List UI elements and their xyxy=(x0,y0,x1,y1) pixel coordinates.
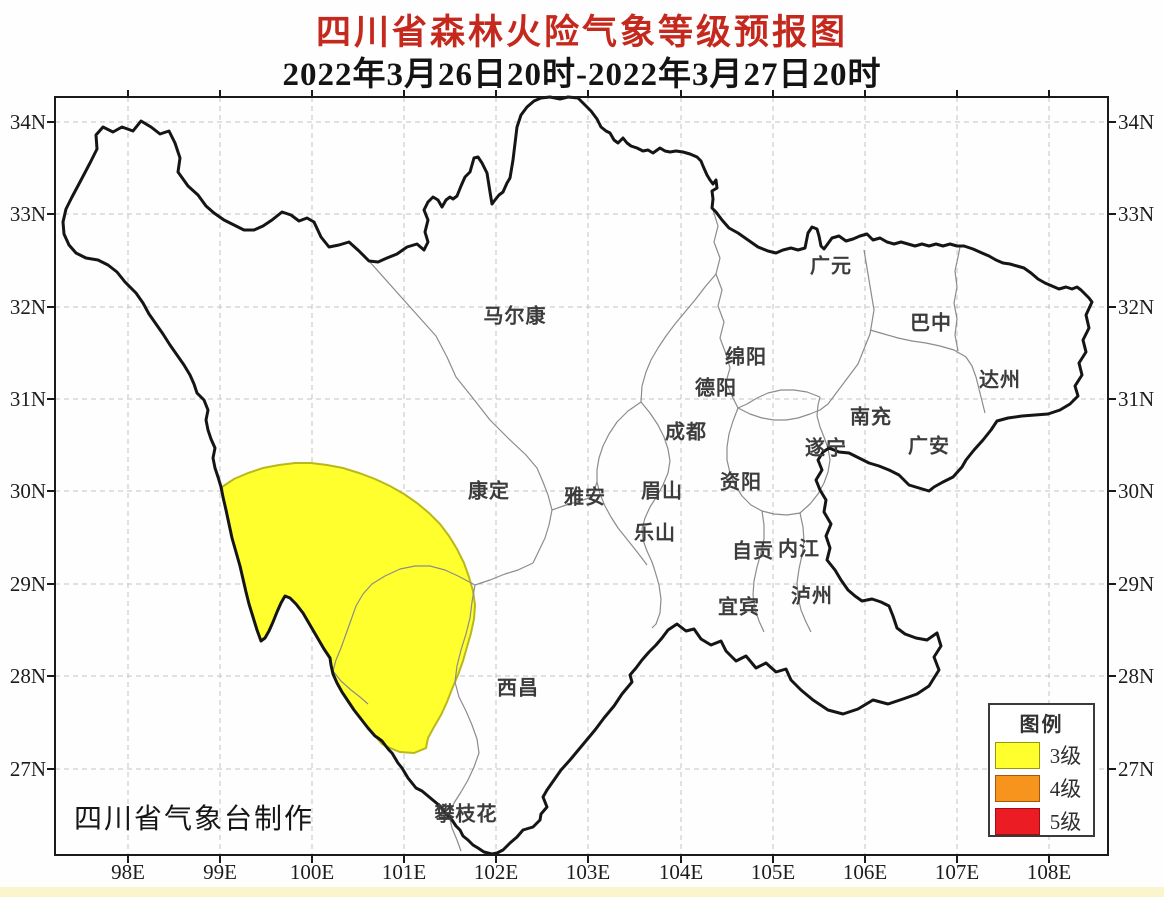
lat-label-right: 34N xyxy=(1118,110,1155,134)
lat-label-right: 29N xyxy=(1118,572,1155,596)
city-label: 雅安 xyxy=(564,486,606,509)
lon-label: 98E xyxy=(111,860,145,884)
legend-item: 4级 xyxy=(995,772,1091,804)
legend-swatch xyxy=(995,741,1040,769)
lat-label-left: 28N xyxy=(9,664,46,688)
city-label: 自贡 xyxy=(732,540,774,563)
lon-label: 107E xyxy=(934,860,980,884)
lat-label-left: 31N xyxy=(9,387,46,411)
producer-credit: 四川省气象台制作 xyxy=(74,804,315,835)
legend-box: 图例 3级 4级 5级 xyxy=(988,703,1095,837)
city-label: 宜宾 xyxy=(718,596,760,619)
city-label: 马尔康 xyxy=(483,305,547,328)
legend-item: 5级 xyxy=(995,805,1091,837)
axis-ticks xyxy=(47,90,1116,863)
map-frame xyxy=(54,96,1109,856)
lon-label: 106E xyxy=(842,860,888,884)
city-label: 攀枝花 xyxy=(434,803,498,826)
lon-label: 99E xyxy=(203,860,237,884)
lat-label-left: 34N xyxy=(9,110,46,134)
city-label: 资阳 xyxy=(720,471,762,494)
city-label: 达州 xyxy=(979,369,1021,392)
prefecture-boundaries xyxy=(332,209,986,852)
city-label: 泸州 xyxy=(791,585,833,608)
bottom-edge-strip xyxy=(0,887,1164,897)
page-title: 四川省森林火险气象等级预报图 xyxy=(315,13,848,52)
city-label: 巴中 xyxy=(910,312,952,335)
lat-label-right: 33N xyxy=(1118,202,1155,226)
province-boundary xyxy=(61,95,1094,856)
city-label: 眉山 xyxy=(641,480,683,503)
lat-label-left: 32N xyxy=(9,295,46,319)
city-label: 南充 xyxy=(850,406,892,429)
lon-label: 104E xyxy=(658,860,704,884)
legend-item: 3级 xyxy=(995,739,1091,771)
legend-swatch xyxy=(995,807,1040,835)
lat-label-right: 30N xyxy=(1118,479,1155,503)
city-label: 成都 xyxy=(665,421,707,444)
lon-label: 101E xyxy=(381,860,427,884)
lon-label: 103E xyxy=(565,860,611,884)
fire-risk-region-level3 xyxy=(220,462,477,755)
legend-items: 3级 4级 5级 xyxy=(990,739,1093,837)
lat-label-left: 27N xyxy=(9,757,46,781)
lon-label: 102E xyxy=(473,860,519,884)
lon-label: 105E xyxy=(750,860,796,884)
lat-label-right: 32N xyxy=(1118,295,1155,319)
city-label: 广元 xyxy=(810,255,852,278)
legend-title: 图例 xyxy=(1019,714,1064,736)
lat-label-right: 27N xyxy=(1118,757,1155,781)
graticule-gridlines xyxy=(55,97,1108,855)
city-label: 内江 xyxy=(778,538,820,561)
lat-label-left: 30N xyxy=(9,479,46,503)
lon-label: 108E xyxy=(1026,860,1072,884)
lat-label-right: 31N xyxy=(1118,387,1155,411)
lat-label-left: 29N xyxy=(9,572,46,596)
city-label: 西昌 xyxy=(497,677,539,700)
legend-item-label: 4级 xyxy=(1049,777,1082,801)
lat-label-right: 28N xyxy=(1118,664,1155,688)
city-label: 绵阳 xyxy=(725,346,767,369)
forecast-period: 2022年3月26日20时-2022年3月27日20时 xyxy=(282,57,882,93)
city-label: 遂宁 xyxy=(805,437,847,460)
lon-label: 100E xyxy=(289,860,335,884)
city-label: 康定 xyxy=(468,480,510,503)
city-label: 德阳 xyxy=(695,377,737,400)
city-label: 乐山 xyxy=(634,522,676,545)
legend-item-label: 5级 xyxy=(1049,810,1082,834)
lat-label-left: 33N xyxy=(9,202,46,226)
city-label: 广安 xyxy=(908,435,950,458)
legend-swatch xyxy=(995,774,1040,802)
legend-item-label: 3级 xyxy=(1049,744,1082,768)
